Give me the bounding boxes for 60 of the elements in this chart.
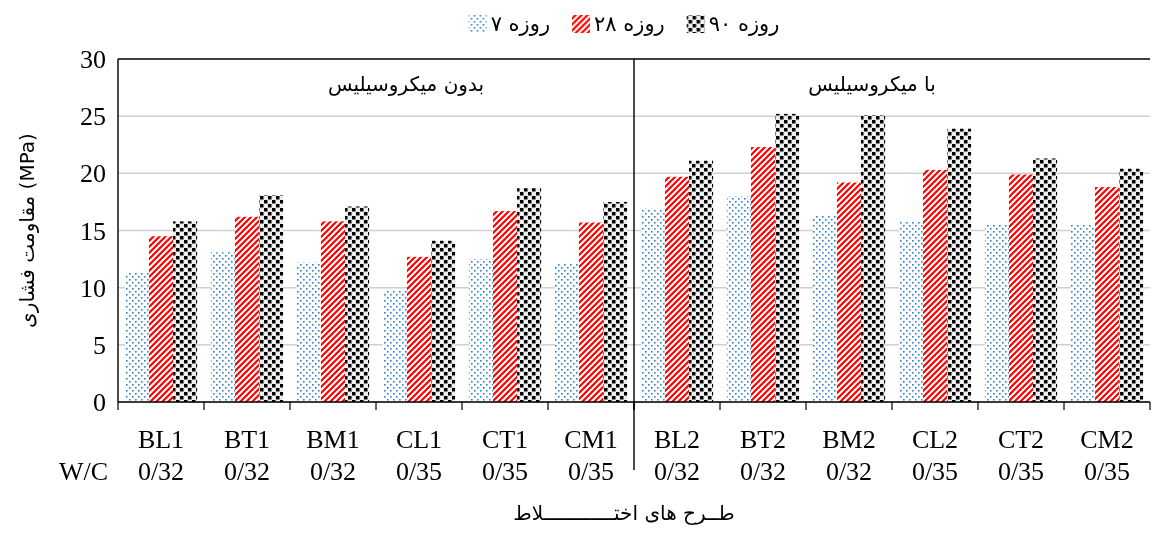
bar [468, 259, 493, 402]
bar [640, 208, 665, 402]
bar [406, 256, 432, 402]
bar [775, 113, 800, 402]
bar [947, 128, 972, 402]
x-tick-label: CT2 0/35 [997, 425, 1045, 486]
x-tick-label: CM2 0/35 [1080, 425, 1134, 486]
bar [578, 222, 604, 402]
bar [1119, 168, 1144, 402]
bar [689, 160, 714, 402]
x-tick-label: CT1 0/35 [481, 425, 529, 486]
bar [603, 201, 628, 402]
bar [492, 211, 518, 402]
x-tick-label: BM1 0/32 [306, 425, 360, 486]
legend-label: ۲۸ روزه [594, 12, 665, 36]
y-tick-label: 5 [93, 330, 106, 360]
text: W/C [58, 457, 108, 486]
y-tick-label: 0 [93, 388, 106, 417]
y-tick-label: 15 [80, 216, 106, 246]
bar [664, 176, 690, 402]
bar [898, 221, 923, 402]
bar [1008, 174, 1034, 402]
bar [517, 188, 542, 402]
legend-label: ۷ روزه [490, 12, 551, 36]
x-tick-label: BL1 0/32 [137, 425, 185, 486]
legend-label: ۹۰ روزه [708, 12, 780, 36]
x-tick-label: CL1 0/35 [395, 425, 443, 486]
y-tick-label: 30 [80, 45, 106, 74]
bar [210, 252, 235, 402]
bar [431, 240, 456, 402]
x-axis-title: طــرح های اختــــــــــــلاط [513, 501, 735, 525]
bar [726, 196, 751, 402]
x-tick-label: BT1 0/32 [223, 425, 271, 486]
y-axis-title: مقاومت فشاری (MPa) [15, 133, 39, 328]
x-tick-label: BM2 0/32 [822, 425, 876, 486]
x-tick-label: BL2 0/32 [653, 425, 701, 486]
bar [124, 272, 149, 402]
x-tick-label: CM1 0/35 [564, 425, 618, 486]
bar [750, 147, 776, 402]
annotation: با میکروسیلیس [808, 72, 936, 96]
bar [382, 289, 407, 402]
y-tick-label: 20 [80, 159, 106, 189]
bar [234, 216, 260, 402]
y-tick-label: 25 [80, 102, 106, 132]
bar [320, 221, 346, 402]
x-tick-label: BT2 0/32 [739, 425, 787, 486]
y-tick-label: 10 [80, 273, 106, 303]
bar [861, 115, 886, 402]
bar [296, 262, 321, 402]
x-tick-label: CL2 0/35 [911, 425, 959, 486]
annotation: بدون میکروسیلیس [327, 72, 485, 96]
bar [1094, 187, 1120, 402]
bar [836, 182, 862, 402]
bar [148, 236, 174, 402]
bar [173, 221, 198, 402]
bar [984, 224, 1009, 402]
bar [1033, 158, 1058, 402]
bar [922, 169, 948, 402]
bar [345, 206, 370, 402]
bar [259, 195, 284, 402]
